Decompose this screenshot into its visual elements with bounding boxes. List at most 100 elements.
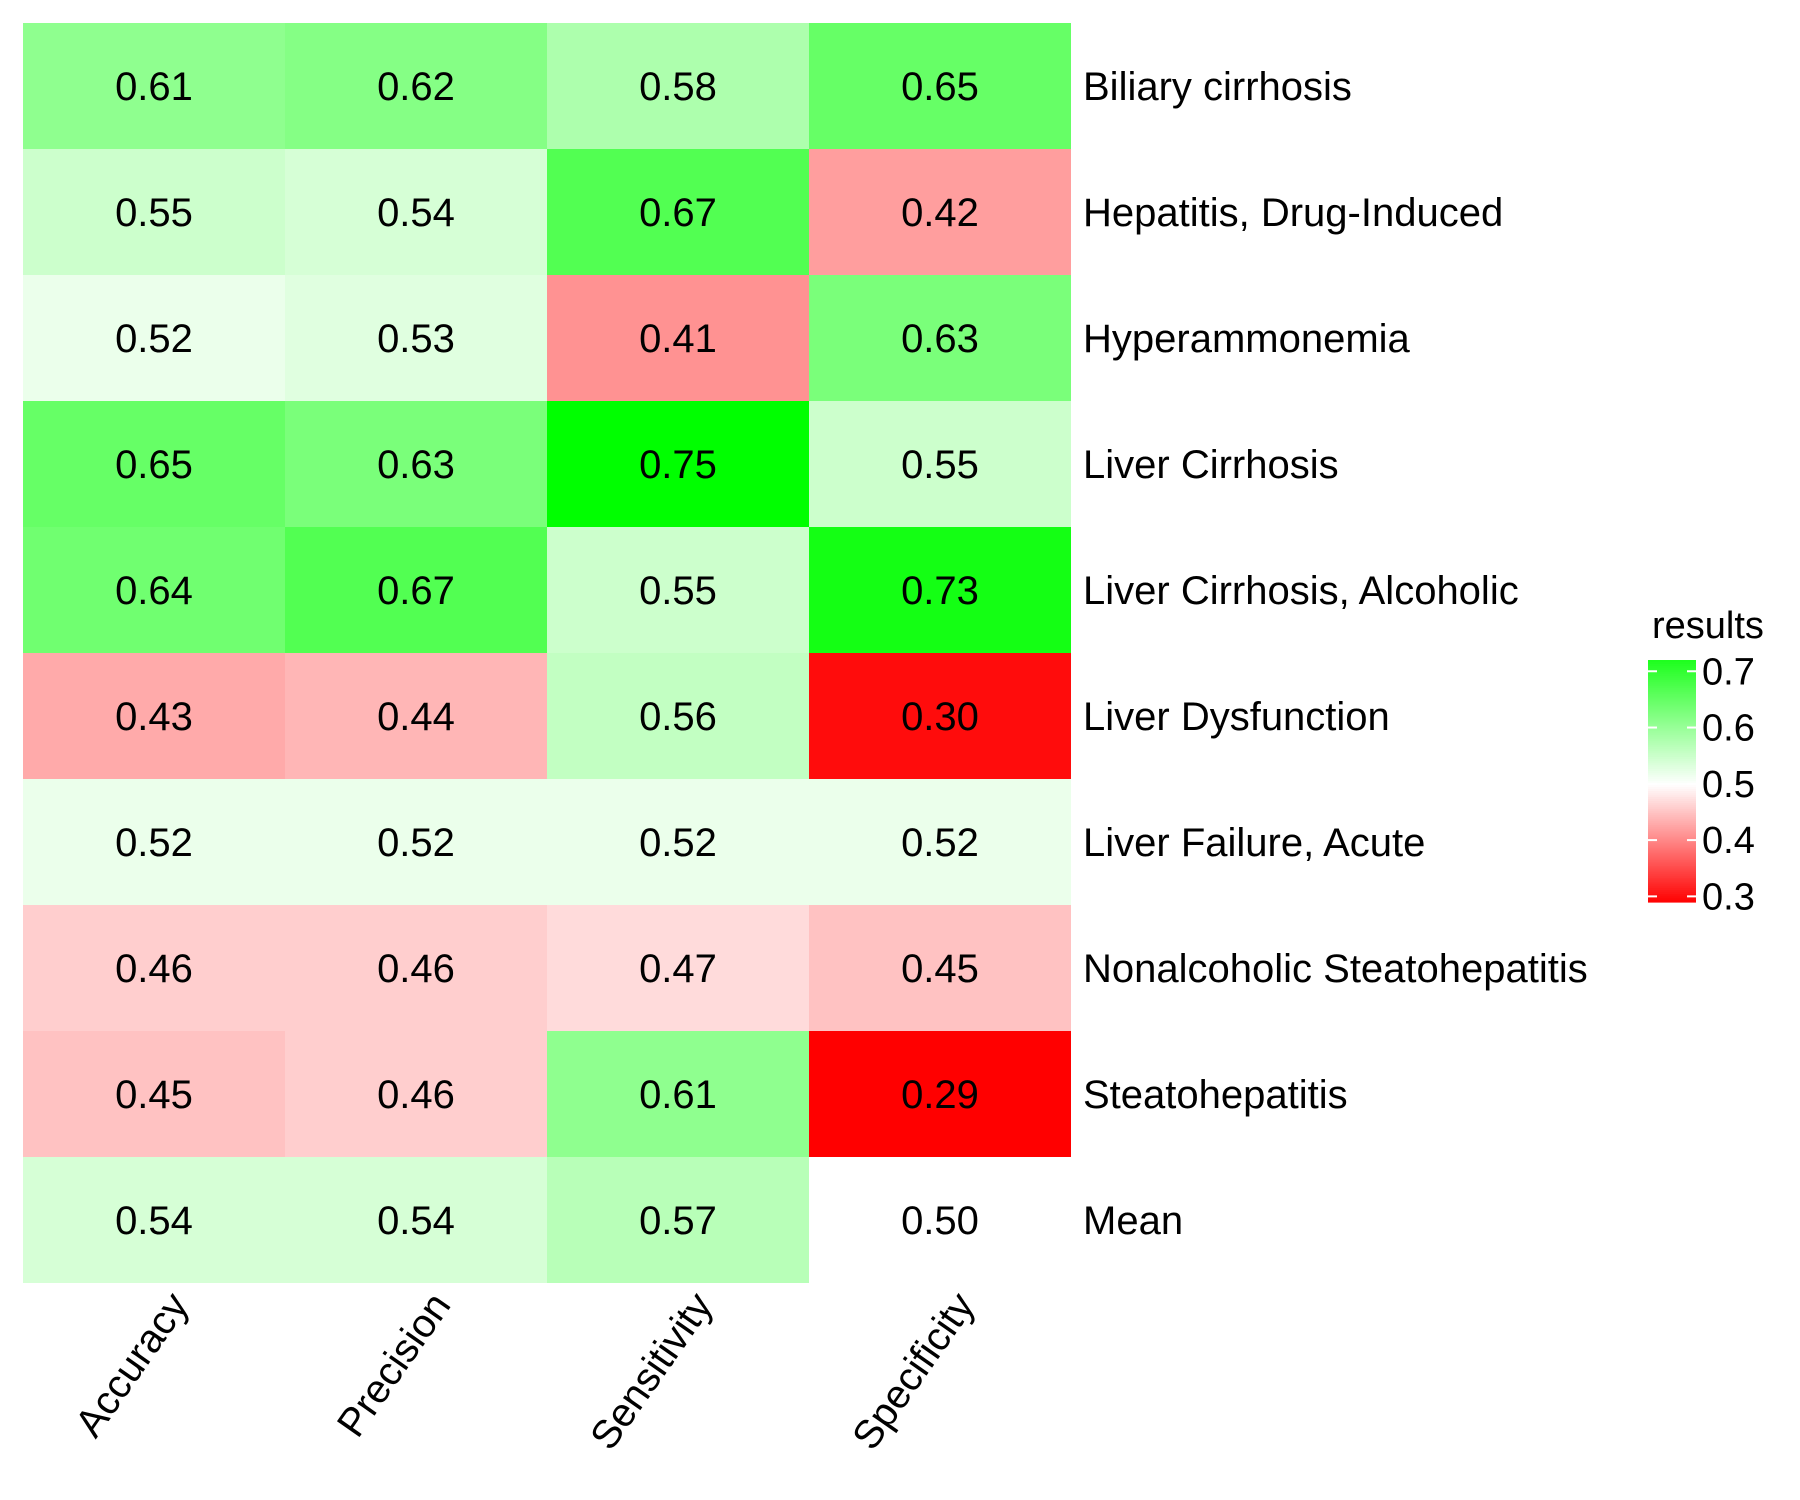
- legend-gradient-segment: [1648, 692, 1696, 695]
- heatmap-cell-hyperammonemia-specificity: [809, 275, 1071, 401]
- legend-gradient-segment: [1648, 754, 1696, 758]
- cell-value-label: 0.62: [377, 65, 455, 109]
- legend-gradient-segment: [1648, 833, 1696, 837]
- row-label-hepatitis-drug-induced: Hepatitis, Drug-Induced: [1083, 191, 1503, 235]
- legend-gradient-segment: [1648, 889, 1696, 893]
- legend-gradient-segment: [1648, 875, 1696, 879]
- legend-gradient-segment: [1648, 682, 1696, 685]
- legend-gradient-segment: [1648, 819, 1696, 822]
- legend-gradient-segment: [1648, 720, 1696, 724]
- heatmap-cell-hepatitis-drug-induced-specificity: [809, 149, 1071, 275]
- legend-gradient-segment: [1648, 867, 1696, 871]
- legend-gradient-segment: [1648, 841, 1696, 845]
- legend-gradient-segment: [1648, 821, 1696, 824]
- cell-value-label: 0.64: [115, 569, 193, 613]
- legend-gradient-segment: [1648, 676, 1696, 679]
- cell-value-label: 0.61: [115, 65, 193, 109]
- heatmap-cell-biliary-cirrhosis-accuracy: [23, 23, 285, 149]
- heatmap-cell-biliary-cirrhosis-sensitivity: [547, 23, 809, 149]
- legend-gradient-segment: [1648, 778, 1696, 782]
- legend-gradient-segment: [1648, 678, 1696, 681]
- legend-gradient-segment: [1648, 807, 1696, 810]
- legend-gradient-segment: [1648, 815, 1696, 818]
- cell-value-label: 0.46: [115, 947, 193, 991]
- column-label-precision: Precision: [329, 1285, 459, 1445]
- cell-value-label: 0.44: [377, 695, 455, 739]
- legend-gradient-segment: [1648, 795, 1696, 798]
- heatmap-cell-nonalcoholic-steatohepatitis-specificity: [809, 905, 1071, 1031]
- legend-gradient-segment: [1648, 801, 1696, 804]
- heatmap-cell-liver-cirrhosis-alcoholic-sensitivity: [547, 527, 809, 653]
- heatmap-cell-steatohepatitis-accuracy: [23, 1031, 285, 1157]
- legend-gradient-segment: [1648, 714, 1696, 718]
- legend-gradient-segment: [1648, 781, 1696, 784]
- heatmap-cell-liver-dysfunction-precision: [285, 653, 547, 779]
- cell-value-label: 0.47: [639, 947, 717, 991]
- legend-gradient-segment: [1648, 895, 1696, 899]
- legend-gradient-segment: [1648, 750, 1696, 754]
- legend-gradient-segment: [1648, 879, 1696, 883]
- legend-gradient-segment: [1648, 662, 1696, 665]
- cell-value-label: 0.55: [115, 191, 193, 235]
- legend-gradient-segment: [1648, 722, 1696, 726]
- legend-gradient-segment: [1648, 883, 1696, 887]
- legend-gradient-segment: [1648, 839, 1696, 843]
- legend-gradient-segment: [1648, 776, 1696, 780]
- legend-gradient-segment: [1648, 734, 1696, 738]
- legend-gradient-segment: [1648, 785, 1696, 788]
- heatmap-cell-liver-failure-acute-specificity: [809, 779, 1071, 905]
- legend-gradient-segment: [1648, 847, 1696, 851]
- heatmap-cell-mean-sensitivity: [547, 1157, 809, 1283]
- legend-gradient-segment: [1648, 668, 1696, 671]
- legend-gradient-segment: [1648, 738, 1696, 742]
- cell-value-label: 0.29: [901, 1073, 979, 1117]
- legend-gradient-segment: [1648, 774, 1696, 778]
- legend-gradient-segment: [1648, 758, 1696, 762]
- legend-gradient-segment: [1648, 698, 1696, 701]
- heatmap-cell-labels: 0.61 0.62 0.58 0.65 0.55 0.54 0.67 0.42 0.52 0.53…: [115, 65, 979, 1243]
- cell-value-label: 0.53: [377, 317, 455, 361]
- row-label-liver-cirrhosis-alcoholic: Liver Cirrhosis, Alcoholic: [1083, 569, 1519, 613]
- legend-gradient-segment: [1648, 726, 1696, 730]
- row-label-mean: Mean: [1083, 1199, 1183, 1243]
- heatmap-cell-hyperammonemia-sensitivity: [547, 275, 809, 401]
- row-label-liver-failure-acute: Liver Failure, Acute: [1083, 821, 1425, 865]
- heatmap-cell-mean-precision: [285, 1157, 547, 1283]
- legend-gradient-segment: [1648, 740, 1696, 744]
- legend-title: results: [1652, 605, 1764, 647]
- cell-value-label: 0.75: [639, 443, 717, 487]
- cell-value-label: 0.52: [639, 821, 717, 865]
- cell-value-label: 0.56: [639, 695, 717, 739]
- column-label-sensitivity: Sensitivity: [582, 1285, 721, 1458]
- legend-gradient-segment: [1648, 831, 1696, 835]
- legend-gradient-segment: [1648, 736, 1696, 740]
- legend-gradient-segment: [1648, 789, 1696, 792]
- heatmap-cell-nonalcoholic-steatohepatitis-sensitivity: [547, 905, 809, 1031]
- legend-gradient-segment: [1648, 859, 1696, 863]
- legend-gradient-segment: [1648, 732, 1696, 736]
- cell-value-label: 0.52: [901, 821, 979, 865]
- legend-gradient-segment: [1648, 672, 1696, 675]
- legend-gradient-segment: [1648, 680, 1696, 683]
- column-label-specificity: Specificity: [844, 1285, 983, 1458]
- legend-gradient-segment: [1648, 708, 1696, 712]
- heatmap-cells: [23, 23, 1071, 1283]
- legend-gradient-segment: [1648, 742, 1696, 746]
- row-label-hyperammonemia: Hyperammonemia: [1083, 317, 1411, 361]
- cell-value-label: 0.45: [901, 947, 979, 991]
- legend-gradient-segment: [1648, 724, 1696, 728]
- legend-gradient-segment: [1648, 706, 1696, 709]
- legend-gradient-segment: [1648, 873, 1696, 877]
- row-label-liver-dysfunction: Liver Dysfunction: [1083, 695, 1390, 739]
- legend-gradient-segment: [1648, 670, 1696, 673]
- heatmap-cell-hepatitis-drug-induced-accuracy: [23, 149, 285, 275]
- heatmap-cell-liver-failure-acute-accuracy: [23, 779, 285, 905]
- legend-gradient-segment: [1648, 760, 1696, 764]
- cell-value-label: 0.67: [639, 191, 717, 235]
- legend-gradient-segment: [1648, 835, 1696, 839]
- cell-value-label: 0.58: [639, 65, 717, 109]
- legend-gradient-segment: [1648, 877, 1696, 881]
- heatmap-cell-liver-cirrhosis-sensitivity: [547, 401, 809, 527]
